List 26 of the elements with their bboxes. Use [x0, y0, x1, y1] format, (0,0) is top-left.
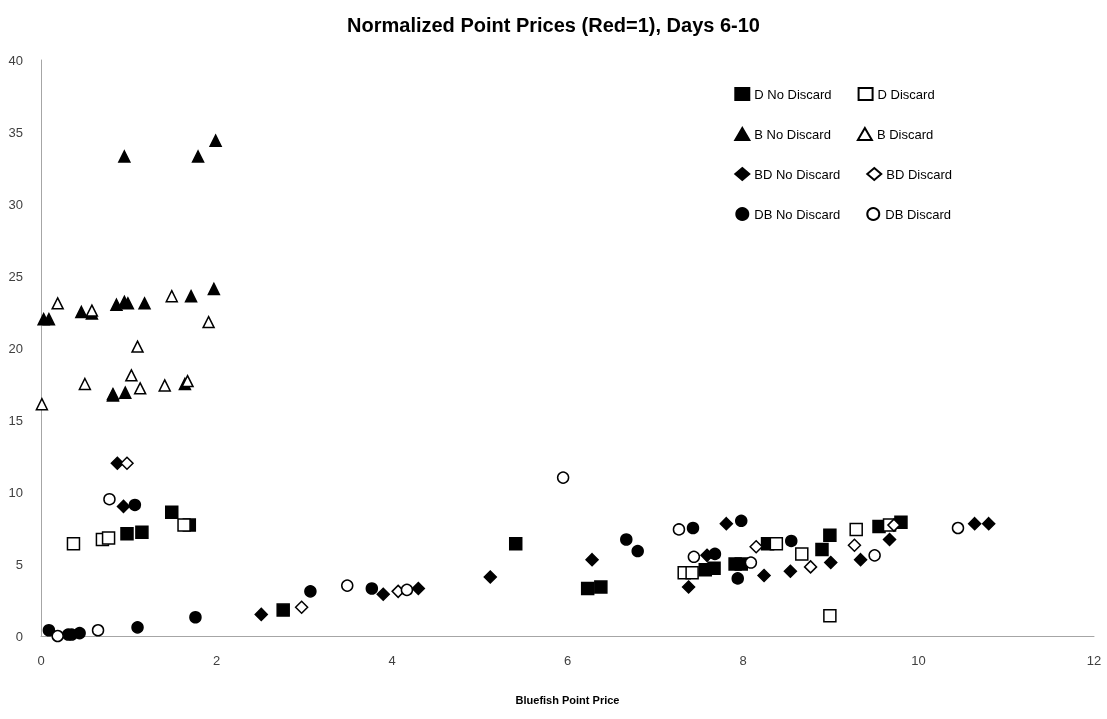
y-tick-label: 20	[8, 340, 23, 356]
x-tick-label: 0	[37, 653, 45, 668]
x-tick-label: 2	[212, 653, 221, 668]
legend-label: B No Discard	[754, 126, 831, 142]
legend-label: BD No Discard	[754, 166, 841, 182]
y-tick-label: 35	[8, 124, 23, 140]
legend-label: D Discard	[877, 86, 935, 102]
legend-label: DB No Discard	[754, 206, 841, 222]
x-tick-label: 6	[563, 653, 572, 668]
legend-label: BD Discard	[886, 166, 953, 182]
y-tick-label: 0	[15, 628, 23, 644]
legend-label: DB Discard	[885, 206, 952, 222]
x-tick-label: 10	[911, 653, 926, 668]
y-tick-label: 10	[8, 484, 23, 500]
y-tick-label: 40	[8, 52, 23, 68]
y-tick-label: 30	[8, 196, 23, 212]
x-tick-label: 12	[1086, 653, 1102, 668]
legend-label: B Discard	[876, 126, 934, 142]
x-axis-title: Bluefish Point Price	[515, 693, 620, 706]
x-tick-label: 4	[388, 653, 396, 668]
y-tick-label: 25	[8, 268, 23, 284]
chart-title: Normalized Point Prices (Red=1), Days 6-10	[347, 14, 760, 36]
y-tick-label: 5	[15, 556, 23, 572]
y-tick-label: 15	[8, 412, 23, 428]
legend-label: D No Discard	[754, 86, 832, 102]
x-tick-label: 8	[739, 653, 747, 668]
